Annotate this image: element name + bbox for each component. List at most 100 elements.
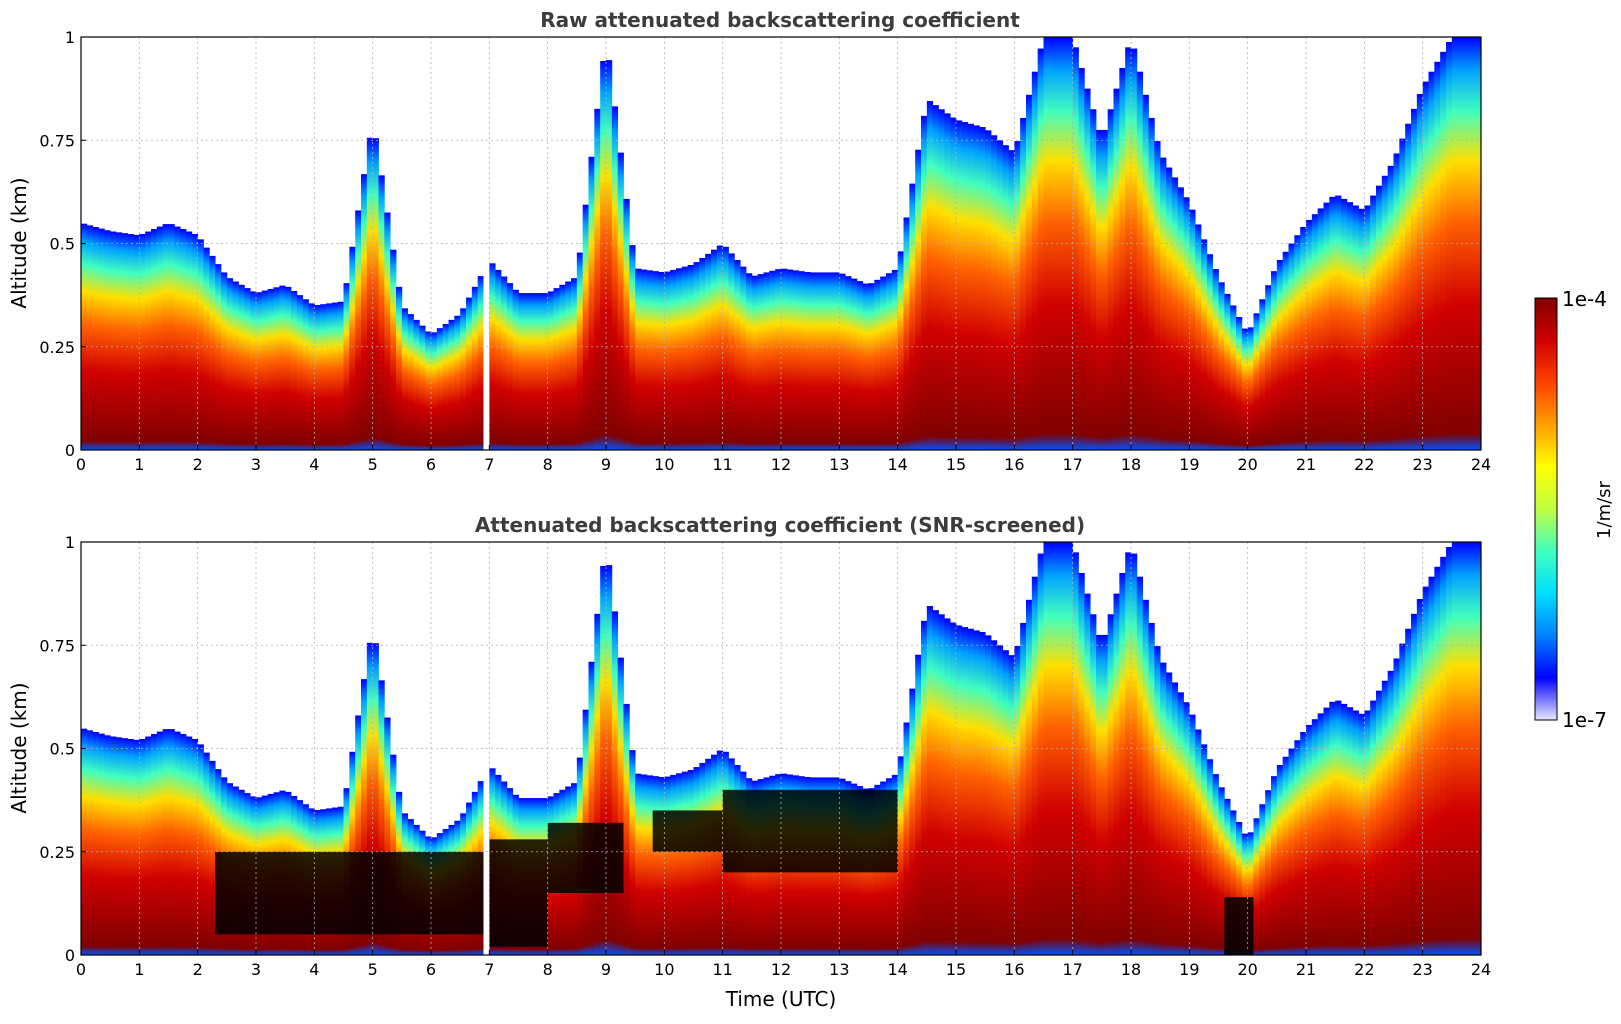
colorbar-min-label: 1e-7 bbox=[1562, 708, 1607, 732]
heatmap-column bbox=[926, 101, 934, 450]
heatmap-column bbox=[156, 226, 164, 450]
heatmap-column bbox=[804, 272, 811, 450]
heatmap-column bbox=[407, 314, 414, 450]
colorbar-gradient bbox=[1534, 297, 1558, 721]
heatmap-column bbox=[261, 290, 269, 450]
heatmap-column bbox=[921, 115, 928, 450]
heatmap-column bbox=[565, 281, 572, 450]
heatmap-column bbox=[909, 183, 916, 450]
heatmap-column bbox=[1096, 634, 1103, 955]
heatmap-column bbox=[1405, 628, 1412, 955]
heatmap-column bbox=[938, 614, 945, 955]
heatmap-column bbox=[477, 276, 484, 450]
heatmap-column bbox=[1154, 141, 1161, 450]
heatmap-column bbox=[693, 767, 700, 955]
heatmap-column bbox=[413, 319, 420, 450]
heatmap-column bbox=[810, 272, 817, 450]
heatmap-column bbox=[1090, 614, 1097, 955]
heatmap-column bbox=[658, 777, 665, 955]
heatmap-column bbox=[1253, 313, 1260, 450]
heatmap-column bbox=[1306, 724, 1313, 955]
heatmap-column bbox=[116, 232, 123, 450]
heatmap-column bbox=[617, 152, 624, 450]
heatmap-column bbox=[588, 661, 595, 955]
heatmap-column bbox=[693, 262, 700, 450]
x-tick-label: 20 bbox=[1237, 455, 1257, 474]
heatmap-column bbox=[1329, 701, 1336, 955]
heatmap-column bbox=[1364, 710, 1371, 955]
heatmap-column bbox=[390, 249, 397, 450]
y-tick-label: 1 bbox=[65, 533, 75, 552]
heatmap-column bbox=[1002, 650, 1009, 955]
heatmap-column bbox=[775, 269, 782, 450]
saturated-region bbox=[1224, 897, 1254, 955]
x-tick-label: 19 bbox=[1179, 455, 1199, 474]
x-tick-label: 0 bbox=[76, 960, 86, 979]
heatmap-column bbox=[1160, 662, 1167, 955]
heatmap-column bbox=[1183, 702, 1190, 955]
heatmap-column bbox=[1381, 680, 1389, 955]
heatmap-column bbox=[442, 324, 449, 450]
heatmap-column bbox=[1101, 129, 1109, 450]
heatmap-column bbox=[1411, 613, 1418, 955]
x-tick-label: 14 bbox=[887, 960, 907, 979]
heatmap-column bbox=[1206, 254, 1214, 450]
saturated-region bbox=[215, 851, 490, 935]
heatmap-column bbox=[1125, 552, 1132, 955]
heatmap-column bbox=[209, 255, 216, 450]
x-tick-label: 15 bbox=[946, 960, 966, 979]
heatmap-column bbox=[174, 226, 181, 450]
heatmap-column bbox=[769, 270, 776, 450]
heatmap-column bbox=[897, 251, 904, 450]
heatmap-column bbox=[1090, 109, 1097, 450]
x-tick-label: 5 bbox=[368, 455, 378, 474]
heatmap-column bbox=[973, 125, 980, 450]
heatmap-column bbox=[956, 625, 963, 955]
x-tick-label: 10 bbox=[654, 960, 674, 979]
heatmap-column bbox=[1405, 123, 1412, 450]
heatmap-column bbox=[991, 135, 998, 451]
heatmap-column bbox=[897, 756, 904, 955]
heatmap-column bbox=[279, 285, 286, 450]
x-tick-label: 0 bbox=[76, 455, 86, 474]
heatmap-column bbox=[1352, 205, 1359, 450]
heatmap-column bbox=[349, 246, 356, 450]
heatmap-column bbox=[337, 301, 344, 450]
heatmap-column bbox=[1107, 614, 1114, 955]
heatmap-column bbox=[606, 565, 613, 955]
x-tick-label: 5 bbox=[368, 960, 378, 979]
heatmap-column bbox=[1265, 790, 1272, 955]
heatmap-column bbox=[1241, 328, 1249, 450]
heatmap-column bbox=[1113, 593, 1120, 956]
heatmap-column bbox=[938, 109, 945, 450]
heatmap-column bbox=[757, 274, 764, 450]
heatmap-column bbox=[518, 293, 525, 450]
y-axis-ticks: 0 0.25 0.5 0.75 1 bbox=[39, 533, 86, 965]
heatmap-column bbox=[1119, 67, 1126, 450]
heatmap-column bbox=[1171, 682, 1179, 955]
heatmap-column bbox=[641, 774, 648, 955]
heatmap-column bbox=[979, 632, 986, 955]
heatmap-column bbox=[1346, 202, 1354, 450]
heatmap-column bbox=[798, 271, 805, 450]
heatmap-column bbox=[903, 217, 910, 450]
heatmap-column bbox=[909, 688, 916, 955]
x-tick-label: 2 bbox=[193, 960, 203, 979]
heatmap-column bbox=[314, 305, 321, 450]
heatmap-column bbox=[1323, 202, 1330, 450]
heatmap-column bbox=[256, 292, 263, 450]
x-tick-label: 24 bbox=[1471, 455, 1491, 474]
heatmap-column bbox=[1055, 37, 1062, 450]
heatmap-column bbox=[1125, 47, 1132, 450]
heatmap-column bbox=[1020, 117, 1027, 450]
heatmap-column bbox=[145, 231, 152, 450]
x-tick-label: 17 bbox=[1062, 455, 1082, 474]
heatmap-column bbox=[384, 212, 391, 450]
heatmap-column bbox=[466, 297, 473, 450]
heatmap-column bbox=[1201, 239, 1208, 450]
heatmap-column bbox=[1072, 47, 1079, 450]
heatmap-column bbox=[366, 137, 374, 450]
heatmap-column bbox=[1475, 37, 1482, 450]
heatmap-column bbox=[961, 627, 969, 955]
heatmap-column bbox=[944, 618, 951, 955]
